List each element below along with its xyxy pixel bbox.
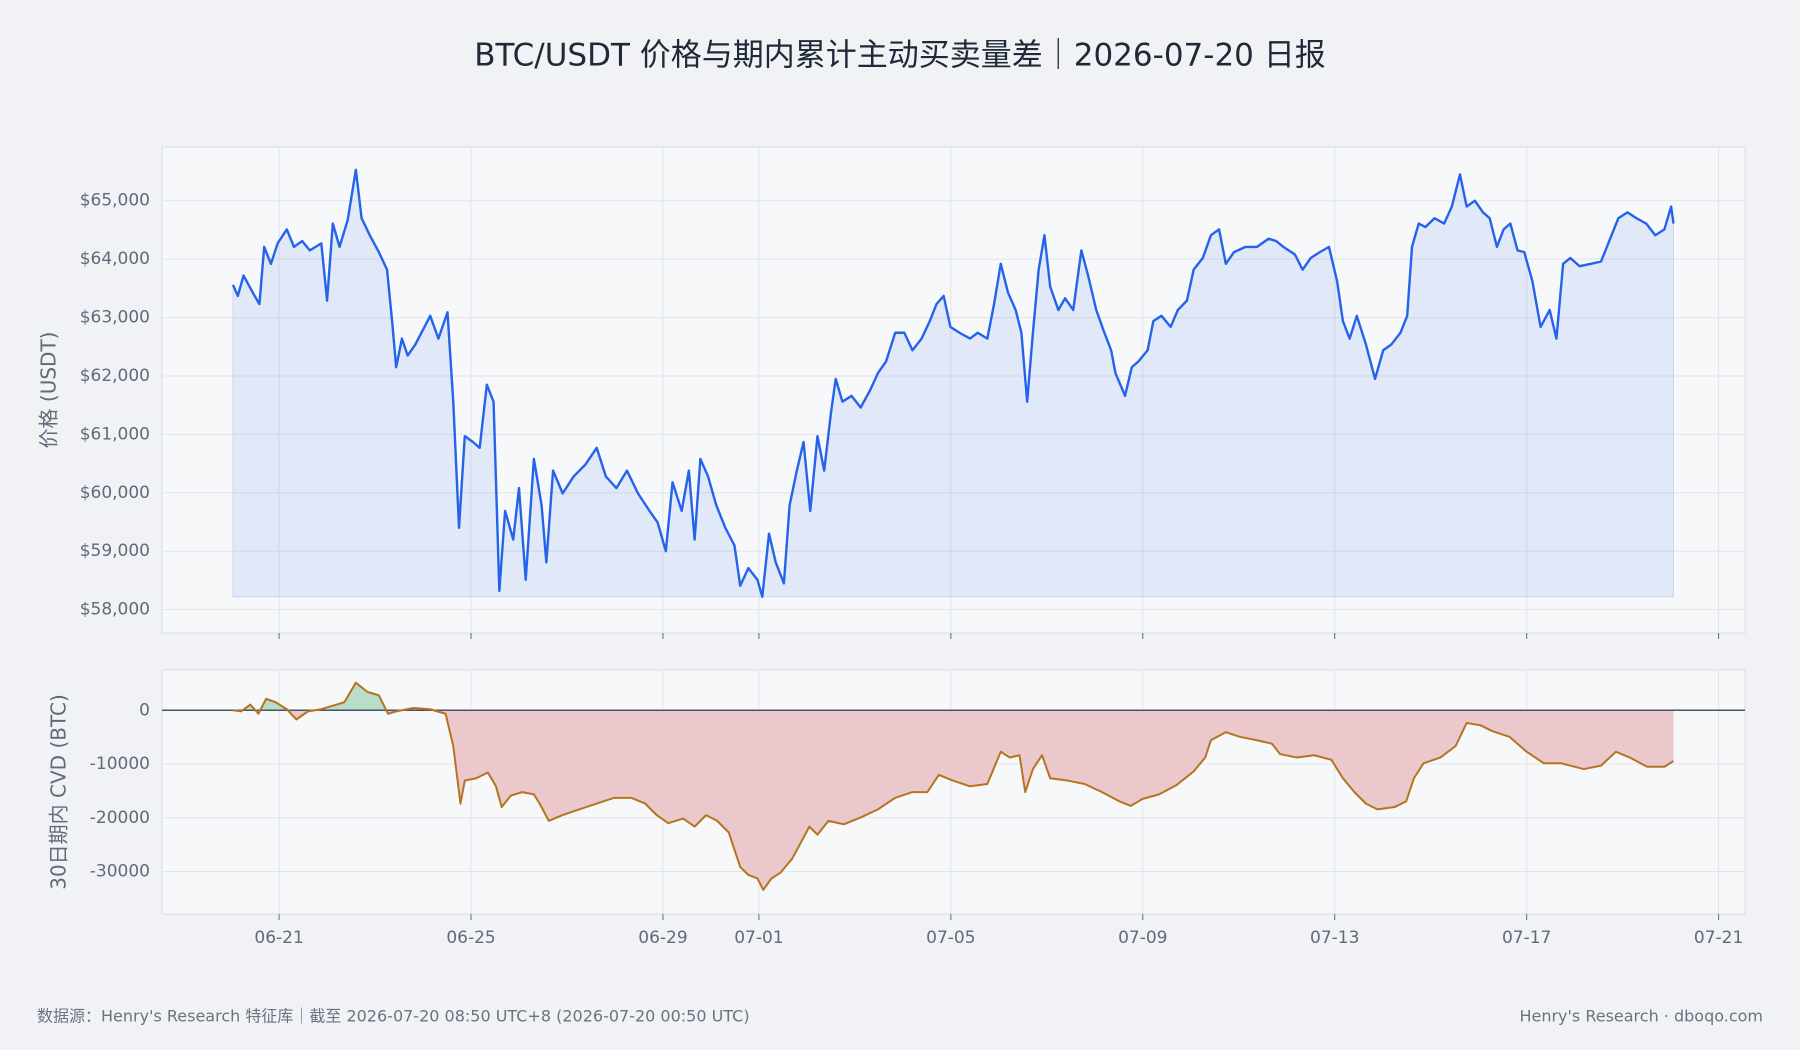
x-tick-label: 07-21 — [1694, 928, 1743, 948]
y-tick-label: -30000 — [90, 862, 150, 882]
plot-area — [161, 146, 1746, 634]
y-tick-label: 0 — [139, 700, 150, 720]
plot-area — [161, 669, 1746, 915]
y-tick-label: $58,000 — [80, 600, 150, 620]
cvd-positive-area — [233, 682, 1674, 711]
y-axis-label: 价格 (USDT) — [37, 332, 61, 449]
y-tick-label: $61,000 — [80, 424, 150, 444]
x-tick-label: 06-25 — [446, 928, 495, 948]
x-tick-label: 07-05 — [926, 928, 975, 948]
footer-source: 数据源：Henry's Research 特征库｜截至 2026-07-20 0… — [37, 1007, 750, 1026]
y-tick-label: $64,000 — [80, 249, 150, 269]
y-tick-label: $59,000 — [80, 541, 150, 561]
x-tick-label: 06-29 — [638, 928, 687, 948]
x-tick-label: 07-01 — [734, 928, 783, 948]
y-tick-label: $65,000 — [80, 191, 150, 211]
x-tick-label: 07-13 — [1310, 928, 1359, 948]
y-tick-label: -10000 — [90, 754, 150, 774]
y-tick-label: $60,000 — [80, 483, 150, 503]
y-tick-label: -20000 — [90, 808, 150, 828]
x-tick-label: 07-09 — [1118, 928, 1167, 948]
y-tick-label: $63,000 — [80, 308, 150, 328]
chart-title: BTC/USDT 价格与期内累计主动买卖量差｜2026-07-20 日报 — [474, 38, 1326, 74]
x-tick-label: 07-17 — [1502, 928, 1551, 948]
footer-credit: Henry's Research · dboqo.com — [1519, 1007, 1763, 1026]
y-tick-label: $62,000 — [80, 366, 150, 386]
x-tick-label: 06-21 — [254, 928, 303, 948]
y-axis-label: 30日期内 CVD (BTC) — [47, 694, 71, 890]
price-line — [231, 168, 1675, 598]
cvd-line — [232, 681, 1675, 891]
